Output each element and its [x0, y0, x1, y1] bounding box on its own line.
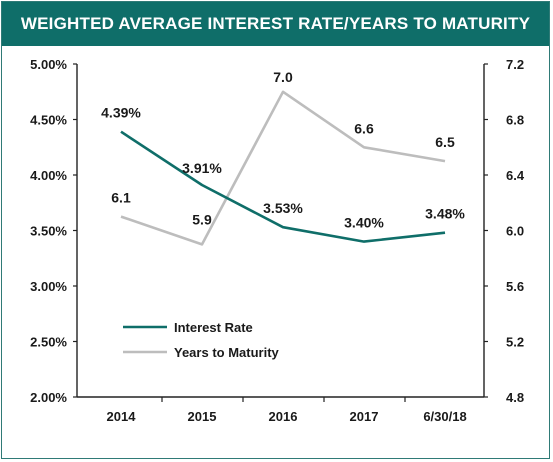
left-axis-tick-label: 3.00% — [30, 279, 67, 294]
right-axis-tick-label: 5.2 — [506, 335, 524, 350]
right-axis-tick-label: 6.0 — [506, 224, 524, 239]
years-to-maturity-data-label: 6.6 — [354, 120, 374, 136]
x-axis-tick-label: 6/30/18 — [423, 409, 466, 424]
x-axis-tick-label: 2014 — [107, 409, 137, 424]
right-axis-tick-label: 7.2 — [506, 57, 524, 72]
years-to-maturity-data-label: 7.0 — [273, 69, 293, 85]
legend-label-interest-rate: Interest Rate — [174, 320, 253, 335]
years-to-maturity-data-label: 5.9 — [192, 211, 212, 227]
left-axis-tick-label: 5.00% — [30, 57, 67, 72]
x-axis-tick-label: 2015 — [188, 409, 217, 424]
interest-rate-data-label: 3.53% — [263, 200, 303, 216]
right-axis-tick-label: 5.6 — [506, 279, 524, 294]
left-axis-tick-label: 4.50% — [30, 113, 67, 128]
left-axis-tick-label: 2.50% — [30, 335, 67, 350]
x-axis-tick-label: 2016 — [269, 409, 298, 424]
interest-rate-data-label: 4.39% — [101, 105, 141, 121]
x-axis-tick-label: 2017 — [350, 409, 379, 424]
left-axis-tick-label: 2.00% — [30, 390, 67, 405]
right-axis-tick-label: 6.4 — [506, 168, 525, 183]
right-axis-tick-label: 4.8 — [506, 390, 524, 405]
interest-rate-data-label: 3.40% — [344, 215, 384, 231]
left-axis-tick-label: 4.00% — [30, 168, 67, 183]
series-line-interest-rate — [120, 130, 446, 243]
legend-label-years-to-maturity: Years to Maturity — [174, 345, 280, 360]
years-to-maturity-data-label: 6.5 — [435, 134, 455, 150]
chart-title: WEIGHTED AVERAGE INTEREST RATE/YEARS TO … — [2, 2, 549, 46]
interest-rate-data-label: 3.91% — [182, 160, 222, 176]
years-to-maturity-data-label: 6.1 — [111, 190, 131, 206]
right-axis-tick-label: 6.8 — [506, 113, 524, 128]
interest-rate-data-label: 3.48% — [425, 206, 465, 222]
series-line-years-to-maturity — [120, 90, 446, 246]
left-axis-tick-label: 3.50% — [30, 224, 67, 239]
